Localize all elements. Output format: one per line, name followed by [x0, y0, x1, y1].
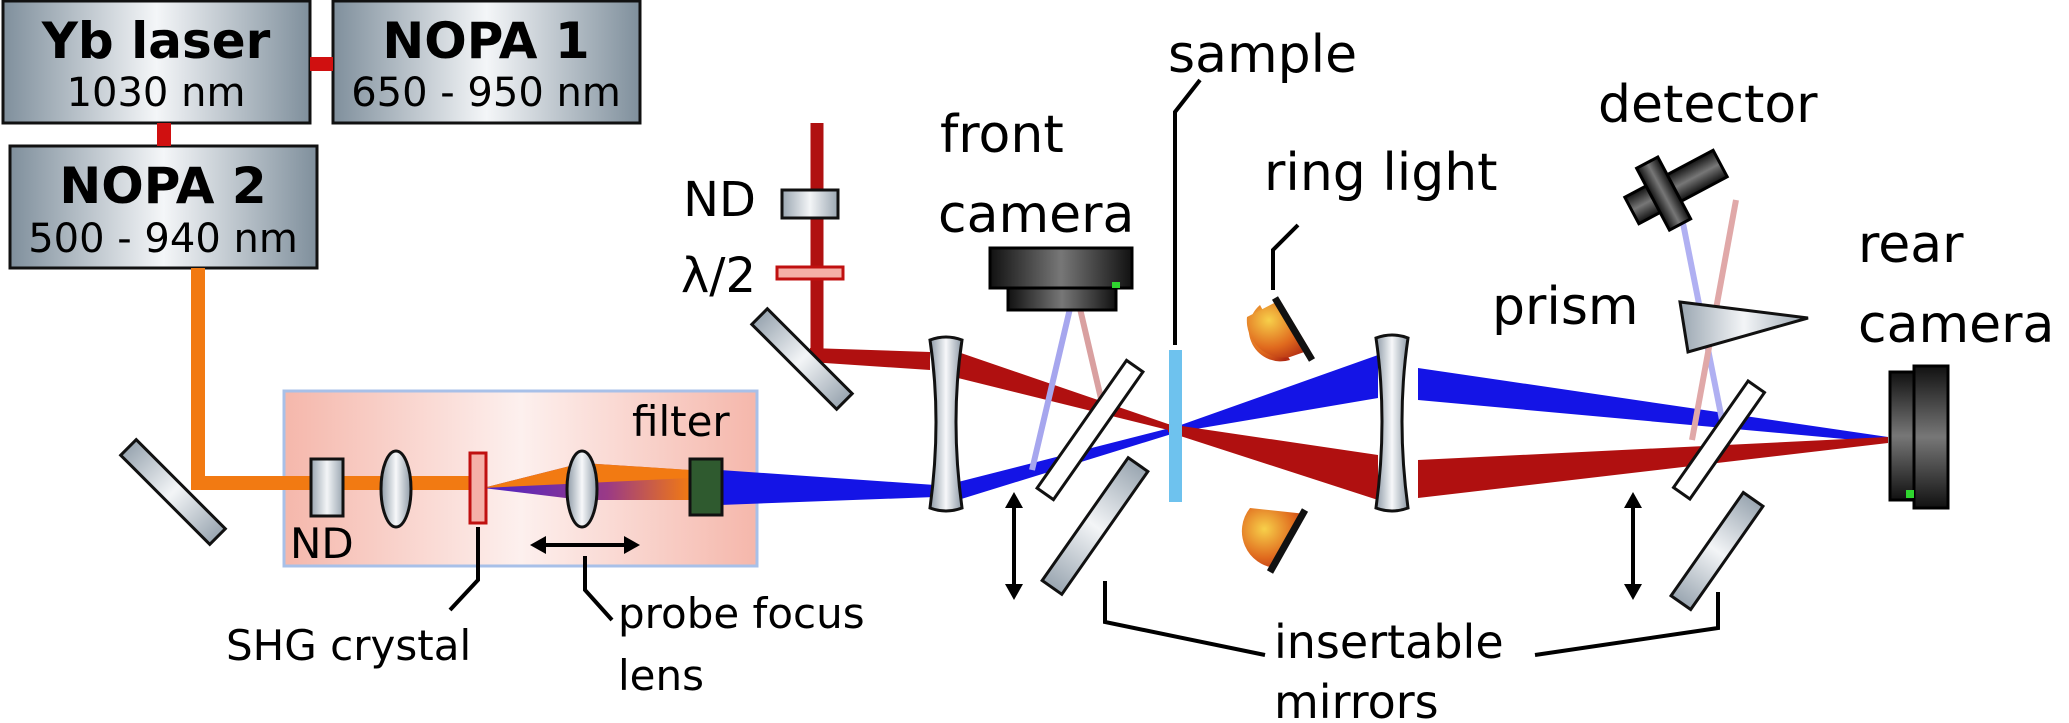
laser-to-nopa1-link [310, 57, 333, 71]
probe-focus-label-line2: lens [618, 651, 704, 700]
laser-to-nopa2-link [157, 123, 171, 146]
nd-bottom-label: ND [290, 519, 354, 568]
front-pickoff-plate [1034, 358, 1146, 502]
ring-light-leader [1271, 223, 1300, 290]
probe-beam-to-camera [1418, 368, 1888, 443]
nopa2-subtitle: 500 - 940 nm [28, 216, 298, 262]
ring-light-top [1246, 296, 1316, 362]
half-wave-plate [775, 265, 845, 281]
shg-focusing-lens [379, 449, 413, 529]
probe-beam-collimated [720, 470, 935, 505]
shg-crystal-label: SHG crystal [226, 621, 471, 670]
nd-top-label: ND [683, 172, 756, 228]
nopa2-box: NOPA 2 500 - 940 nm [8, 144, 319, 270]
yb-laser-box: Yb laser 1030 nm [1, 0, 312, 125]
probe-focus-lens [565, 449, 599, 529]
insertable-mirrors-label-line1: insertable [1274, 615, 1504, 669]
sample-slide [1169, 350, 1182, 502]
front-camera-label-line2: camera [938, 185, 1134, 245]
front-camera-label-line1: front [940, 105, 1064, 165]
filter-label: filter [632, 397, 730, 446]
front-insertable-mirror [1040, 455, 1150, 597]
color-filter [688, 457, 724, 517]
detector-label: detector [1598, 75, 1818, 135]
insertable-mirrors-label-line2: mirrors [1274, 675, 1439, 723]
probe-focus-label-line1: probe focus [618, 589, 865, 638]
pump-turning-mirror [749, 306, 855, 412]
rear-camera [1888, 364, 1950, 510]
yb-laser-title: Yb laser [41, 12, 271, 70]
orange-turning-mirror [118, 437, 228, 547]
insertable-mirrors-right-leader [1534, 592, 1720, 657]
nopa1-subtitle: 650 - 950 nm [351, 70, 621, 116]
front-camera-blue-path [1029, 299, 1075, 471]
ring-light-bottom [1241, 508, 1309, 574]
nd-filter-bottom [309, 457, 345, 518]
sample-leader [1173, 78, 1202, 345]
shg-crystal [468, 451, 488, 525]
detector [1622, 148, 1730, 233]
half-wave-label: λ/2 [681, 248, 756, 304]
prism [1678, 300, 1809, 354]
prism-label: prism [1492, 277, 1639, 337]
ring-light-label: ring light [1264, 143, 1498, 203]
rear-pickoff-plate [1671, 378, 1767, 502]
rear-camera-label-line1: rear [1858, 215, 1964, 275]
yb-laser-subtitle: 1030 nm [67, 70, 246, 116]
rear-mirror-translation-arrow [1624, 492, 1642, 600]
insertable-mirrors-left-leader [1103, 581, 1266, 657]
nd-filter-top [780, 188, 840, 220]
probe-lens-leader [583, 556, 614, 622]
nopa1-box: NOPA 1 650 - 950 nm [331, 0, 642, 125]
rear-lens [1374, 333, 1410, 513]
front-mirror-translation-arrow [1005, 492, 1023, 600]
probe-lens-translation-arrow [530, 536, 640, 554]
nopa1-title: NOPA 1 [382, 12, 589, 70]
rear-camera-label-line2: camera [1858, 295, 2054, 355]
rear-insertable-mirror [1668, 490, 1766, 612]
sample-label: sample [1168, 25, 1357, 85]
pump-beam [810, 123, 1888, 500]
probe-beam-diverging [1178, 355, 1378, 432]
front-lens [928, 335, 964, 513]
nopa2-title: NOPA 2 [59, 157, 266, 215]
shg-crystal-leader [448, 527, 480, 612]
front-camera [988, 246, 1134, 312]
